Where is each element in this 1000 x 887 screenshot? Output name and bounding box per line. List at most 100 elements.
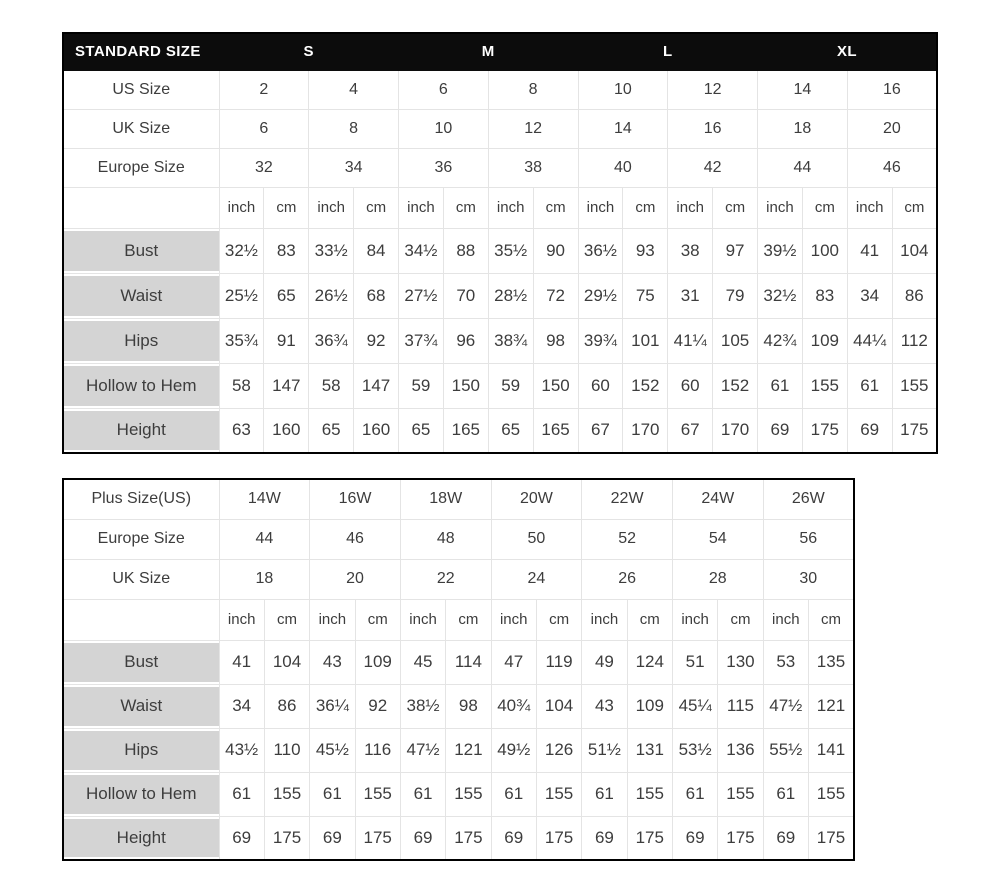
measure-row-hollow-to-hem: Hollow to Hem 61 155 61 155 61 155 61 155 61 155 61… xyxy=(62,771,855,817)
measure-value-cell: 83 xyxy=(801,272,848,319)
measure-value-cell: 141 xyxy=(807,727,855,773)
measure-value-cell: 43½ xyxy=(218,727,265,773)
measure-row-waist: Waist 34 86 36¼ 92 38½ 98 40¾ 104 43 109 45¼ 115 47½ 1… xyxy=(62,683,855,729)
measure-value-cell: 100 xyxy=(801,227,848,274)
unit-label-cell: cm xyxy=(622,186,669,229)
measure-value-cell: 38 xyxy=(667,227,714,274)
measure-value-cell: 60 xyxy=(667,362,714,409)
unit-label-cell: inch xyxy=(309,598,356,641)
row-label-height: Height xyxy=(62,407,220,454)
measure-value-cell: 49 xyxy=(581,639,628,685)
measure-value-cell: 121 xyxy=(807,683,855,729)
measure-value-cell: 104 xyxy=(263,639,311,685)
measure-value-cell: 69 xyxy=(581,815,628,861)
unit-row-empty-cell xyxy=(62,186,220,229)
measure-value-cell: 160 xyxy=(353,407,399,454)
size-value-cell: 56 xyxy=(762,518,855,560)
measure-value-cell: 31 xyxy=(667,272,714,319)
row-label-height: Height xyxy=(62,815,220,861)
measure-value-cell: 119 xyxy=(535,639,583,685)
size-value-cell: 54 xyxy=(671,518,764,560)
measure-value-cell: 155 xyxy=(801,362,848,409)
measure-value-cell: 69 xyxy=(218,815,265,861)
size-value-cell: 32 xyxy=(218,147,310,188)
unit-label-cell: cm xyxy=(445,598,492,641)
size-value-cell: 26 xyxy=(581,558,673,600)
measure-value-cell: 97 xyxy=(712,227,758,274)
unit-label-cell: inch xyxy=(218,186,265,229)
measure-value-cell: 109 xyxy=(626,683,673,729)
size-value-cell: 40 xyxy=(577,147,669,188)
measure-value-cell: 121 xyxy=(445,727,492,773)
measure-value-cell: 112 xyxy=(891,317,938,364)
measure-value-cell: 58 xyxy=(218,362,265,409)
measure-value-cell: 115 xyxy=(717,683,764,729)
row-label-uk-size: UK Size xyxy=(62,558,220,600)
measure-value-cell: 109 xyxy=(354,639,401,685)
measure-value-cell: 69 xyxy=(762,815,809,861)
measure-value-cell: 175 xyxy=(891,407,938,454)
size-value-cell: 18W xyxy=(399,478,492,520)
row-label-hollow-to-hem: Hollow to Hem xyxy=(62,771,220,817)
measure-value-cell: 96 xyxy=(442,317,489,364)
row-label-waist: Waist xyxy=(62,272,220,319)
measure-value-cell: 155 xyxy=(717,771,764,817)
measure-value-cell: 155 xyxy=(445,771,492,817)
row-label-plus-size-us: Plus Size(US) xyxy=(62,478,220,520)
measure-value-cell: 105 xyxy=(712,317,758,364)
measure-value-cell: 43 xyxy=(309,639,356,685)
size-value-cell: 44 xyxy=(757,147,848,188)
unit-row-empty-cell xyxy=(62,598,220,641)
row-label-bust: Bust xyxy=(62,639,220,685)
measure-value-cell: 152 xyxy=(622,362,669,409)
measure-value-cell: 36½ xyxy=(577,227,624,274)
measure-value-cell: 175 xyxy=(807,815,855,861)
unit-label-cell: cm xyxy=(801,186,848,229)
measure-value-cell: 70 xyxy=(442,272,489,319)
row-label-europe-size: Europe Size xyxy=(62,518,220,560)
measure-row-height: Height 69 175 69 175 69 175 69 175 69 175 69 175 69 17… xyxy=(62,815,855,861)
measure-value-cell: 69 xyxy=(846,407,893,454)
measure-value-cell: 38¾ xyxy=(487,317,534,364)
measure-value-cell: 36¾ xyxy=(308,317,355,364)
measure-value-cell: 61 xyxy=(490,771,537,817)
measure-value-cell: 34½ xyxy=(398,227,444,274)
measure-value-cell: 47½ xyxy=(399,727,447,773)
size-row-europe-size: Europe Size 32 34 36 38 40 42 44 46 xyxy=(62,147,938,188)
measure-value-cell: 135 xyxy=(807,639,855,685)
measure-value-cell: 165 xyxy=(442,407,489,454)
measure-value-cell: 104 xyxy=(891,227,938,274)
table-header-row: STANDARD SIZE S M L XL xyxy=(62,32,938,71)
unit-label-cell: inch xyxy=(308,186,355,229)
measure-value-cell: 175 xyxy=(263,815,311,861)
unit-label-cell: cm xyxy=(442,186,489,229)
size-value-cell: 42 xyxy=(667,147,758,188)
measure-value-cell: 155 xyxy=(535,771,583,817)
size-value-cell: 14 xyxy=(577,108,669,149)
size-group-m: M xyxy=(398,32,579,71)
measure-value-cell: 69 xyxy=(757,407,803,454)
measure-value-cell: 79 xyxy=(712,272,758,319)
measure-value-cell: 175 xyxy=(626,815,673,861)
measure-value-cell: 26½ xyxy=(308,272,355,319)
row-label-uk-size: UK Size xyxy=(62,108,220,149)
measure-value-cell: 53½ xyxy=(671,727,719,773)
unit-label-cell: cm xyxy=(807,598,855,641)
measure-value-cell: 67 xyxy=(667,407,714,454)
measure-value-cell: 51½ xyxy=(581,727,628,773)
measure-value-cell: 58 xyxy=(308,362,355,409)
measure-value-cell: 29½ xyxy=(577,272,624,319)
size-value-cell: 52 xyxy=(581,518,673,560)
measure-value-cell: 175 xyxy=(354,815,401,861)
measure-value-cell: 98 xyxy=(445,683,492,729)
measure-value-cell: 45½ xyxy=(309,727,356,773)
size-value-cell: 16W xyxy=(309,478,401,520)
measure-value-cell: 45 xyxy=(399,639,447,685)
measure-value-cell: 34 xyxy=(846,272,893,319)
unit-label-cell: cm xyxy=(263,598,311,641)
standard-size-table: STANDARD SIZE S M L XL US Size 2 4 6 8 10 12 14 16 UK … xyxy=(62,32,938,454)
size-value-cell: 46 xyxy=(309,518,401,560)
size-value-cell: 44 xyxy=(218,518,311,560)
measure-value-cell: 98 xyxy=(532,317,579,364)
